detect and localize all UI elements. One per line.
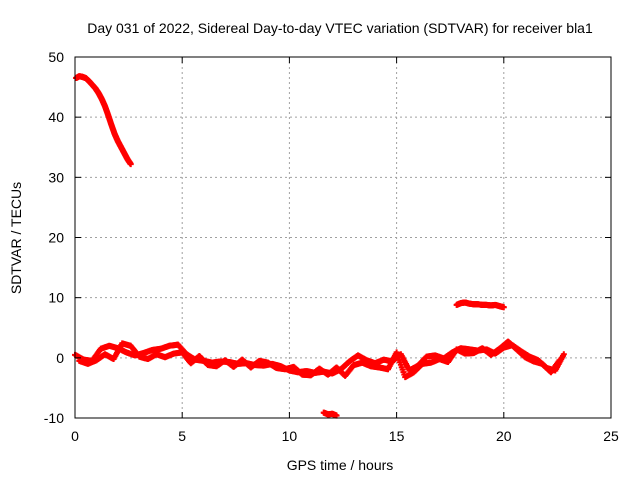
series-arc-12h: [320, 409, 340, 419]
series-high-start-arc: [73, 73, 134, 168]
data-point: [500, 304, 507, 311]
x-tick-label: 25: [603, 428, 619, 444]
data-point: [560, 351, 567, 358]
chart-title: Day 031 of 2022, Sidereal Day-to-day VTE…: [87, 20, 593, 36]
x-tick-label: 5: [178, 428, 186, 444]
y-axis-label: SDTVAR / TECUs: [8, 182, 24, 294]
data-point: [127, 161, 134, 168]
y-tick-label: 10: [48, 290, 64, 306]
y-tick-label: 30: [48, 169, 64, 185]
x-axis-label: GPS time / hours: [287, 457, 394, 473]
series-arc-18h: [453, 299, 507, 311]
y-tick-label: 0: [56, 350, 64, 366]
x-tick-label: 15: [389, 428, 405, 444]
data-points: [72, 73, 567, 419]
x-tick-label: 0: [71, 428, 79, 444]
axis-ticks: -10 0 10 20 30 40 50 0 5 10 15 20 25: [44, 49, 619, 444]
x-tick-label: 10: [282, 428, 298, 444]
y-tick-label: 20: [48, 230, 64, 246]
data-point: [556, 357, 563, 364]
y-tick-label: 50: [48, 49, 64, 65]
series-baseline-b: [76, 338, 563, 381]
y-tick-label: 40: [48, 109, 64, 125]
x-tick-label: 20: [496, 428, 512, 444]
y-tick-label: -10: [44, 410, 64, 426]
